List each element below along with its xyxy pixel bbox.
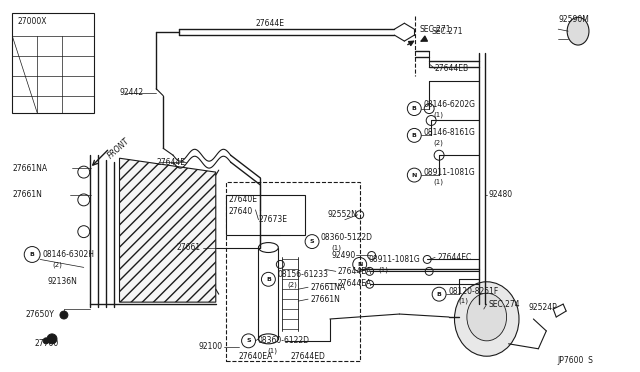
Text: 92100: 92100 [198,342,223,351]
Text: 27661N: 27661N [12,190,42,199]
Text: S: S [310,239,314,244]
Text: 27644ED: 27644ED [290,352,325,361]
Text: 27661N: 27661N [310,295,340,304]
Text: N: N [357,262,362,267]
Text: 27644EA: 27644EA [338,279,372,288]
Text: 92552N: 92552N [328,210,358,219]
Text: 27644E: 27644E [156,158,185,167]
Text: B: B [266,277,271,282]
Bar [226,182,360,361]
Text: 27760: 27760 [35,339,59,348]
Text: 92590M: 92590M [558,15,589,24]
Text: 27640E: 27640E [228,195,258,204]
Text: 27661NA: 27661NA [12,164,47,173]
Text: (1): (1) [378,266,388,273]
Text: 27644E: 27644E [256,19,285,28]
Text: 08360-5122D: 08360-5122D [321,233,373,242]
Text: 08146-6302H: 08146-6302H [42,250,94,259]
Text: S: S [246,339,251,343]
Text: 27644EB: 27644EB [434,64,468,73]
Ellipse shape [454,282,519,356]
Text: 27661NA: 27661NA [310,283,345,292]
Text: 92480: 92480 [489,190,513,199]
Text: 08911-1081G: 08911-1081G [423,168,475,177]
Text: 27644EC: 27644EC [437,253,472,262]
Bar [226,195,305,235]
Text: (2): (2) [52,261,62,268]
Circle shape [43,338,49,344]
Text: JP7600  S: JP7600 S [557,356,593,365]
Text: 27661: 27661 [177,243,201,252]
Ellipse shape [567,17,589,45]
Text: (1): (1) [433,111,443,118]
Bar [12,13,93,113]
Text: 92490: 92490 [332,251,356,260]
Text: 08146-8161G: 08146-8161G [423,128,475,137]
Text: SEC.271: SEC.271 [419,25,451,34]
Text: (1): (1) [331,244,341,251]
Text: 92442: 92442 [120,88,143,97]
Circle shape [60,311,68,319]
Text: B: B [436,292,442,297]
Text: 27640: 27640 [228,207,253,216]
Text: 27000X: 27000X [17,17,47,26]
Text: 92524P: 92524P [529,302,557,312]
Text: 08360-6122D: 08360-6122D [257,336,310,345]
Ellipse shape [259,334,278,344]
Text: 08156-61233: 08156-61233 [277,270,328,279]
Text: B: B [29,252,35,257]
Text: 27673E: 27673E [259,215,287,224]
Text: (1): (1) [268,347,277,354]
Text: 08911-1081G: 08911-1081G [369,255,420,264]
Text: (2): (2) [433,139,443,145]
Text: N: N [412,173,417,177]
Text: 27640EA: 27640EA [239,352,273,361]
Text: (1): (1) [433,179,443,185]
Text: B: B [412,106,417,111]
Text: 08146-6202G: 08146-6202G [423,100,476,109]
Text: (2): (2) [287,281,297,288]
Text: 27644EA: 27644EA [338,267,372,276]
Circle shape [255,186,259,190]
Text: (1): (1) [458,298,468,304]
Ellipse shape [467,293,507,341]
Text: 92136N: 92136N [47,277,77,286]
Circle shape [47,334,57,344]
Text: FRONT: FRONT [107,136,132,160]
Text: SEC.274: SEC.274 [489,299,520,309]
Ellipse shape [259,243,278,253]
Text: 08120-8251F: 08120-8251F [448,287,499,296]
Text: B: B [412,133,417,138]
Text: SEC.271: SEC.271 [431,27,463,36]
Text: 27650Y: 27650Y [25,310,54,318]
Polygon shape [120,158,216,302]
